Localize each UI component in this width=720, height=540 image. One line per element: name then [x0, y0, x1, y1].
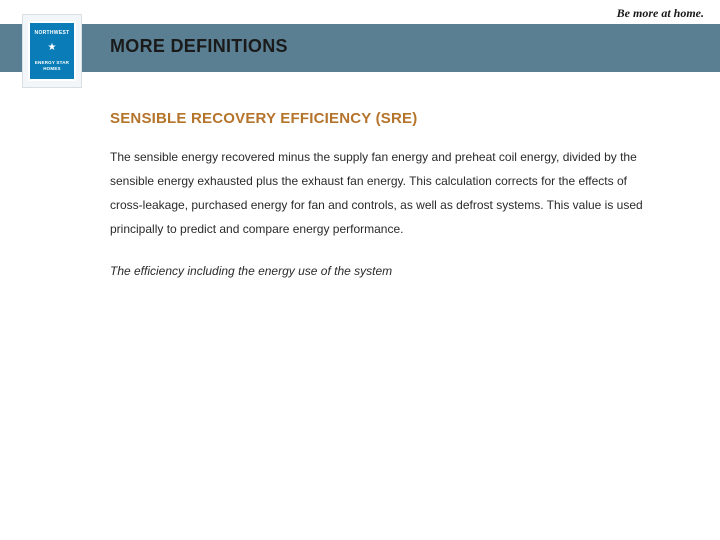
header-band [0, 24, 720, 72]
logo-inner: NORTHWEST ★ ENERGY STAR HOMES [28, 21, 76, 81]
logo-line2: HOMES [43, 66, 61, 72]
content-area: SENSIBLE RECOVERY EFFICIENCY (SRE) The s… [110, 110, 650, 283]
logo: NORTHWEST ★ ENERGY STAR HOMES [22, 14, 82, 88]
logo-top-text: NORTHWEST [30, 24, 74, 42]
note-text: The efficiency including the energy use … [110, 259, 650, 283]
star-icon: ★ [48, 43, 57, 53]
tagline: Be more at home. [617, 6, 704, 21]
body-text: The sensible energy recovered minus the … [110, 145, 650, 241]
page-title: MORE DEFINITIONS [110, 36, 288, 57]
section-heading: SENSIBLE RECOVERY EFFICIENCY (SRE) [110, 110, 650, 127]
logo-bottom-text: ENERGY STAR HOMES [30, 54, 74, 78]
